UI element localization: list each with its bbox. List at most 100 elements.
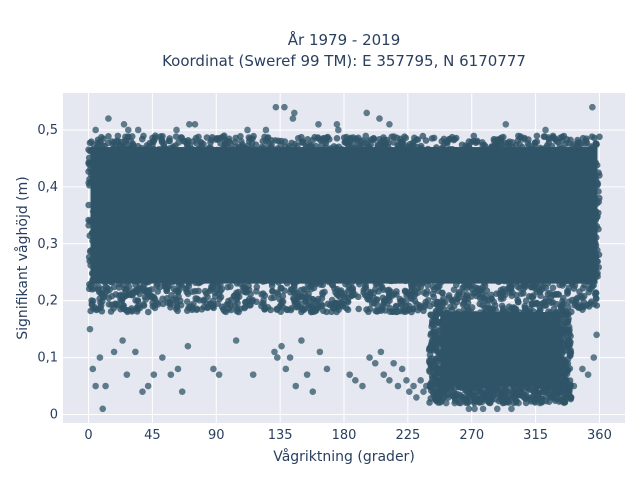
data-point — [311, 308, 318, 315]
data-point — [318, 301, 325, 308]
data-point — [470, 132, 478, 140]
data-point — [149, 134, 156, 142]
data-point — [253, 298, 260, 306]
data-point — [96, 295, 103, 302]
data-point — [499, 133, 507, 141]
data-point — [423, 287, 431, 295]
data-point — [183, 298, 191, 305]
data-point — [128, 308, 136, 315]
data-point — [318, 295, 326, 302]
chart-title-line-2: Koordinat (Sweref 99 TM): E 357795, N 61… — [162, 52, 526, 70]
data-point — [265, 139, 273, 146]
data-point — [195, 287, 202, 295]
data-point — [596, 133, 603, 141]
data-point — [530, 292, 537, 299]
data-point — [279, 292, 287, 300]
data-point — [304, 136, 311, 143]
data-point — [542, 302, 550, 309]
data-point — [545, 134, 552, 141]
data-point — [394, 308, 401, 316]
data-point — [207, 285, 215, 293]
data-point — [428, 135, 436, 142]
data-point — [514, 283, 522, 290]
data-point — [122, 286, 130, 294]
data-point — [542, 284, 550, 292]
data-point — [184, 290, 192, 298]
data-point — [112, 141, 119, 149]
data-point — [393, 134, 401, 142]
data-point — [592, 140, 600, 147]
data-point — [573, 302, 581, 310]
data-point — [399, 307, 407, 314]
data-point — [579, 134, 587, 142]
data-point — [156, 283, 164, 291]
data-point — [227, 283, 234, 291]
data-point — [549, 284, 557, 292]
data-point — [367, 288, 374, 296]
data-point — [160, 140, 168, 148]
data-point — [134, 297, 141, 305]
data-point — [505, 283, 513, 291]
data-point — [200, 297, 207, 305]
data-point — [136, 290, 143, 298]
data-point — [233, 296, 240, 304]
data-point — [380, 134, 387, 141]
data-point — [367, 136, 375, 143]
data-point — [458, 141, 466, 149]
data-point — [354, 293, 362, 301]
data-point — [362, 132, 370, 140]
data-point — [264, 134, 272, 141]
data-point — [414, 136, 422, 143]
data-point — [476, 300, 484, 308]
data-point — [173, 301, 180, 309]
data-point — [402, 134, 410, 142]
data-point — [159, 295, 166, 303]
data-points — [85, 103, 603, 413]
data-point — [579, 306, 586, 313]
data-point — [556, 134, 564, 142]
data-point — [145, 290, 153, 298]
data-point — [136, 284, 144, 292]
data-point — [497, 293, 505, 301]
data-point — [182, 285, 189, 293]
data-point — [85, 201, 92, 209]
data-point — [343, 138, 350, 146]
data-point — [95, 141, 102, 149]
data-point — [268, 282, 276, 289]
data-point — [563, 136, 571, 143]
data-point — [386, 304, 394, 312]
data-point — [120, 302, 127, 309]
data-point — [201, 287, 209, 295]
data-point — [438, 289, 446, 297]
data-point — [355, 305, 362, 313]
data-point — [107, 308, 115, 315]
data-point — [105, 132, 112, 140]
data-point — [174, 307, 181, 315]
data-point — [273, 305, 281, 313]
data-point — [116, 141, 124, 149]
data-point — [591, 290, 599, 298]
data-point — [108, 292, 116, 300]
data-point — [374, 301, 381, 309]
data-point — [216, 295, 223, 303]
data-point — [380, 297, 388, 305]
data-point — [574, 294, 582, 302]
data-point — [105, 301, 113, 308]
data-point — [291, 298, 298, 305]
data-point — [124, 133, 132, 141]
data-point — [532, 300, 540, 308]
data-point — [583, 139, 591, 146]
data-point — [514, 298, 522, 306]
data-point — [287, 288, 294, 296]
data-point — [559, 282, 566, 289]
data-point — [343, 304, 350, 312]
data-point — [253, 283, 261, 291]
data-point — [300, 306, 307, 314]
data-point — [227, 139, 234, 147]
data-point — [134, 306, 141, 313]
data-point — [443, 140, 451, 147]
data-point — [385, 291, 393, 299]
data-point — [349, 134, 357, 141]
data-point — [104, 139, 112, 147]
